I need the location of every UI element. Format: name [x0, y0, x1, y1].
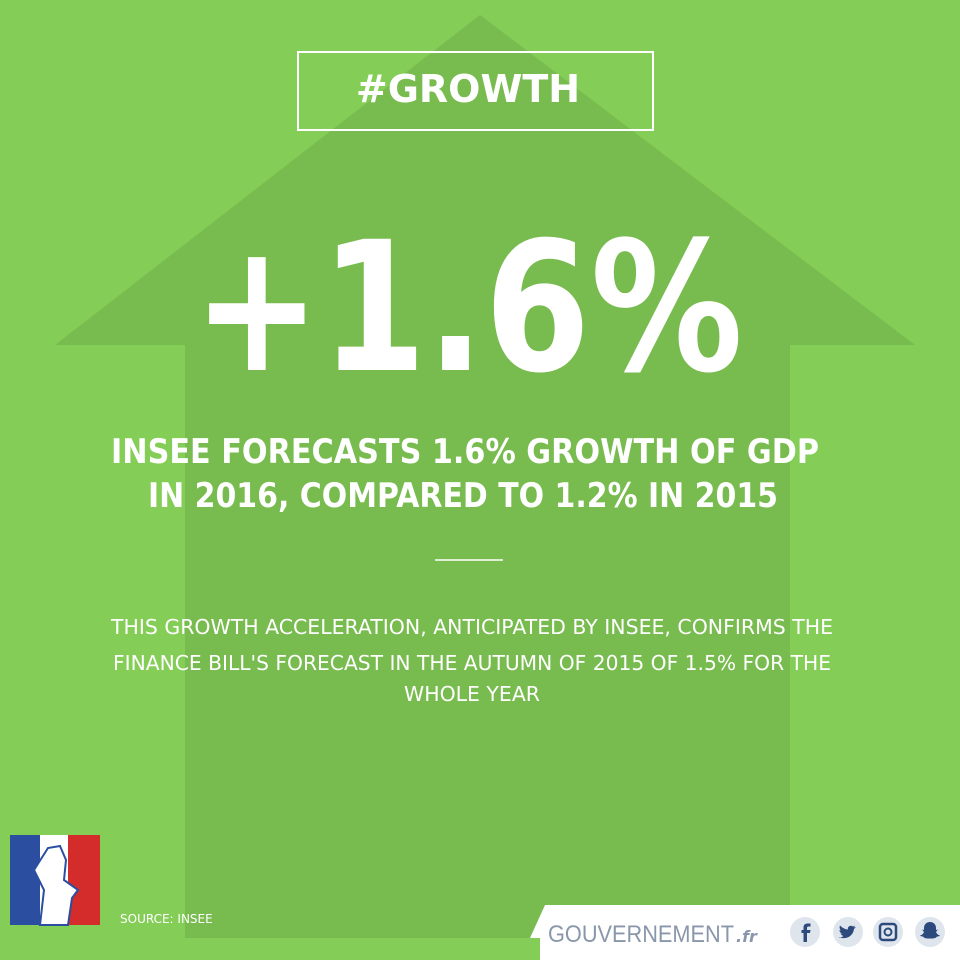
footer-gap	[0, 938, 540, 960]
tag-box	[297, 51, 654, 131]
source: SOURCE: INSEE	[120, 912, 213, 926]
tag: #GROWTH	[356, 67, 580, 111]
logo-blue	[10, 835, 40, 925]
body-line: THIS GROWTH ACCELERATION, ANTICIPATED BY…	[110, 615, 833, 639]
snapchat-glyph	[920, 922, 940, 939]
logo-red	[68, 835, 100, 925]
footer-suffix: .fr	[736, 927, 758, 946]
twitter-glyph	[839, 925, 856, 939]
facebook-glyph	[801, 923, 811, 942]
instagram-icon[interactable]	[873, 917, 903, 947]
arrow	[55, 15, 915, 960]
subtitle-line: IN 2016, COMPARED TO 1.2% IN 2015	[148, 476, 778, 516]
logo	[10, 835, 100, 926]
body-line: FINANCE BILL'S FORECAST IN THE AUTUMN OF…	[113, 651, 831, 675]
body-line: WHOLE YEAR	[404, 682, 540, 706]
subtitle-line: INSEE FORECASTS 1.6% GROWTH OF GDP	[111, 432, 819, 472]
logo-figure	[32, 844, 80, 926]
instagram-glyph	[878, 922, 898, 942]
headline: +1.6%	[193, 204, 743, 413]
social-icons	[790, 917, 945, 947]
footer-brand: GOUVERNEMENT	[548, 921, 734, 948]
instagram-lens	[883, 927, 893, 937]
